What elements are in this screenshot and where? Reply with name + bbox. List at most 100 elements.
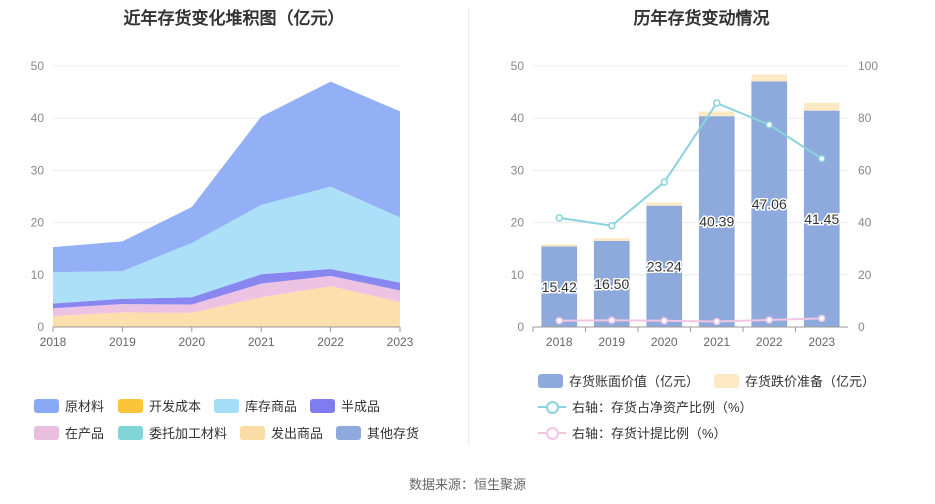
bar xyxy=(803,110,840,327)
y2-tick-label: 80 xyxy=(858,111,872,125)
legend-item-stock-goods[interactable]: 库存商品 xyxy=(214,396,297,415)
line-point xyxy=(608,316,616,324)
legend-label: 右轴：存货计提比例（%） xyxy=(572,426,727,441)
legend-swatch xyxy=(310,398,335,413)
legend-item-other[interactable]: 其他存货 xyxy=(336,423,419,442)
bar-value-label: 41.45 xyxy=(804,211,839,227)
y2-tick-label: 40 xyxy=(858,216,872,230)
legend-item-dev-cost[interactable]: 开发成本 xyxy=(118,396,201,415)
line-point xyxy=(660,316,668,325)
legend-item-book-value[interactable]: 存货账面价值（亿元） xyxy=(538,371,699,390)
line-point xyxy=(713,99,721,107)
area-series xyxy=(53,269,400,309)
area-series xyxy=(53,81,400,273)
bar xyxy=(698,116,735,327)
x-tick-label: 2023 xyxy=(808,335,835,349)
legend-item-wip[interactable]: 在产品 xyxy=(34,423,104,442)
bar xyxy=(803,102,840,111)
bar xyxy=(541,246,578,327)
bar xyxy=(751,74,788,82)
legend-label: 原材料 xyxy=(65,399,105,414)
y-tick-label: 50 xyxy=(31,59,45,73)
bar-value-label: 40.39 xyxy=(699,214,734,230)
bar-value-label: 47.06 xyxy=(752,196,787,212)
y-tick-label: 20 xyxy=(511,216,525,230)
line-point xyxy=(660,178,668,186)
y-tick-label: 40 xyxy=(31,111,45,125)
x-tick-label: 2020 xyxy=(651,335,678,349)
legend-label: 开发成本 xyxy=(149,399,202,414)
legend-label: 其他存货 xyxy=(367,426,420,441)
legend-item-shipped[interactable]: 发出商品 xyxy=(240,423,323,442)
line-series xyxy=(559,317,822,323)
x-tick-label: 2023 xyxy=(387,335,414,349)
legend-label: 在产品 xyxy=(65,426,105,441)
legend-swatch xyxy=(240,425,265,440)
bar-value-label: 15.42 xyxy=(542,279,577,295)
y-tick-label: 50 xyxy=(511,59,525,73)
y-tick-label: 10 xyxy=(511,268,525,282)
legend-label: 库存商品 xyxy=(245,399,298,414)
legend-label: 存货账面价值（亿元） xyxy=(569,374,700,389)
y2-tick-label: 100 xyxy=(858,59,878,73)
legend-label: 右轴：存货占净资产比例（%） xyxy=(572,400,753,415)
area-series xyxy=(53,186,400,304)
legend-swatch xyxy=(118,425,143,440)
legend-swatch xyxy=(34,425,59,440)
y2-tick-label: 60 xyxy=(858,163,872,177)
x-tick-label: 2018 xyxy=(40,335,67,349)
x-tick-label: 2019 xyxy=(598,335,625,349)
bar xyxy=(698,111,735,117)
legend-swatch xyxy=(214,398,239,413)
legend-swatch xyxy=(118,398,143,413)
x-tick-label: 2020 xyxy=(178,335,205,349)
y-tick-label: 40 xyxy=(511,111,525,125)
x-tick-label: 2021 xyxy=(248,335,275,349)
y-tick-label: 30 xyxy=(31,163,45,177)
line-series xyxy=(559,101,823,227)
line-point xyxy=(818,154,826,163)
x-tick-label: 2021 xyxy=(703,335,730,349)
legend-swatch xyxy=(336,425,361,440)
legend-item-provision-ratio[interactable]: 右轴：存货计提比例（%） xyxy=(538,423,727,442)
line-point xyxy=(765,120,773,129)
bar xyxy=(646,202,683,206)
line-point xyxy=(608,221,616,230)
line-point xyxy=(555,214,563,222)
right-chart-title: 历年存货变动情况 xyxy=(633,9,770,28)
legend-label: 存货跌价准备（亿元） xyxy=(745,374,876,389)
y2-tick-label: 0 xyxy=(858,320,865,334)
line-point xyxy=(818,314,826,323)
line-point xyxy=(555,316,563,325)
legend-swatch xyxy=(538,373,563,388)
right-bar-line-chart: 0 10 20 30 40 50 0 20 40 60 80 100 2018 2019 2020 2021 2… xyxy=(511,59,879,349)
left-area-chart: 0 10 20 30 40 50 2018 2019 2020 2021 2022 2023 xyxy=(31,59,414,349)
legend-item-provision[interactable]: 存货跌价准备（亿元） xyxy=(714,371,875,390)
x-tick-label: 2019 xyxy=(109,335,136,349)
bar xyxy=(593,240,630,327)
y-tick-label: 30 xyxy=(511,163,525,177)
legend-item-raw-material[interactable]: 原材料 xyxy=(34,396,104,415)
bar xyxy=(593,238,630,241)
x-tick-label: 2018 xyxy=(546,335,573,349)
left-chart-title: 近年存货变化堆积图（亿元） xyxy=(123,9,345,28)
line-point xyxy=(713,317,721,326)
bar xyxy=(541,244,578,247)
y2-tick-label: 20 xyxy=(858,268,872,282)
bar-value-label: 16.50 xyxy=(594,276,629,292)
legend-item-semi-finished[interactable]: 半成品 xyxy=(310,396,380,415)
x-tick-label: 2022 xyxy=(317,335,344,349)
legend-item-consigned[interactable]: 委托加工材料 xyxy=(118,423,227,442)
legend-swatch xyxy=(714,373,739,388)
y-tick-label: 20 xyxy=(31,216,45,230)
legend-swatch xyxy=(34,398,59,413)
legend-line-marker xyxy=(538,426,566,440)
panel-divider xyxy=(468,8,469,444)
area-series xyxy=(53,286,400,327)
area-series xyxy=(53,275,400,317)
bar xyxy=(646,205,683,327)
data-source: 数据来源：恒生聚源 xyxy=(408,477,526,492)
x-tick-label: 2022 xyxy=(756,335,783,349)
y-tick-label: 0 xyxy=(517,320,524,334)
legend-item-net-asset-ratio[interactable]: 右轴：存货占净资产比例（%） xyxy=(538,397,753,416)
